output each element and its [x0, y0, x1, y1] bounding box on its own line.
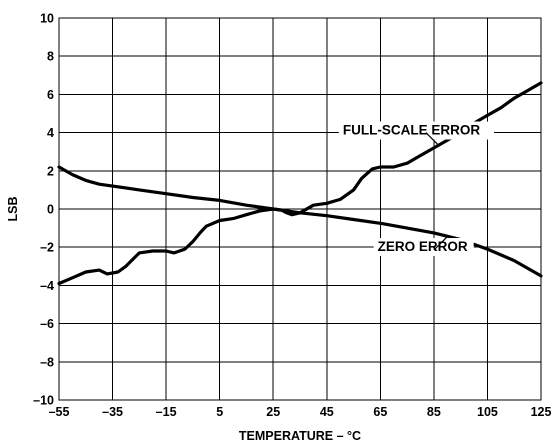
- y-tick-label: –4: [40, 279, 54, 293]
- y-tick-label: –10: [33, 394, 54, 408]
- x-tick-label: –15: [156, 405, 177, 419]
- x-tick-label: –35: [102, 405, 123, 419]
- y-tick-label: –2: [40, 241, 54, 255]
- x-tick-label: 65: [373, 405, 387, 419]
- annotation-background: [338, 121, 495, 140]
- annotation-leader: [433, 236, 448, 251]
- y-tick-label: 8: [47, 50, 54, 64]
- x-tick-label: 25: [266, 405, 280, 419]
- y-tick-label: 4: [47, 126, 54, 140]
- annotation-leader: [425, 132, 440, 147]
- series-line-zero-error: [57, 165, 543, 278]
- annotation-label: ZERO ERROR: [378, 239, 468, 254]
- x-tick-label: 125: [531, 405, 552, 419]
- tick-labels: –55 –35 –15 5 25 45 65 85 105 125 –10 –8 –6 –4 –2 0 2 4 6 8…: [33, 12, 551, 420]
- y-tick-label: 0: [47, 203, 54, 217]
- y-tick-label: 2: [47, 164, 54, 178]
- annotation-label: FULL-SCALE ERROR: [343, 123, 480, 138]
- x-axis-label: TEMPERATURE – °C: [239, 429, 361, 443]
- y-tick-label: 6: [47, 88, 54, 102]
- x-tick-label: 45: [320, 405, 334, 419]
- y-tick-label: 10: [40, 12, 54, 26]
- annotations: FULL-SCALE ERROR ZERO ERROR: [338, 121, 495, 257]
- y-axis-label: LSB: [6, 197, 20, 222]
- y-tick-label: –8: [40, 355, 54, 369]
- x-tick-label: 85: [427, 405, 441, 419]
- annotation-background: [373, 238, 474, 257]
- grid: [58, 17, 542, 401]
- y-tick-label: –6: [40, 317, 54, 331]
- x-tick-label: 105: [477, 405, 498, 419]
- x-tick-label: 5: [216, 405, 223, 419]
- series-line-full-scale-error: [57, 81, 543, 286]
- plot-frame: [58, 17, 542, 401]
- series-group: [57, 81, 543, 286]
- x-tick-label: –55: [49, 405, 70, 419]
